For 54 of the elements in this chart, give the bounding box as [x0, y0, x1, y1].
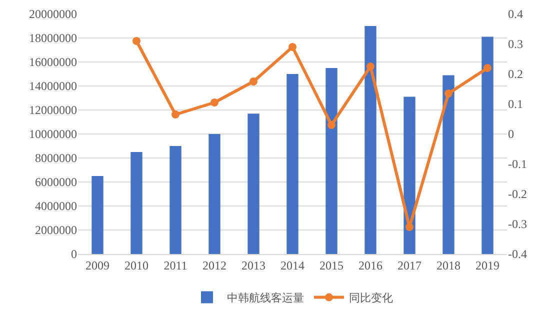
y2-tick-label: 0.1: [508, 97, 523, 112]
x-tick-label: 2018: [436, 258, 460, 272]
bar: [208, 134, 220, 254]
point: [288, 43, 296, 51]
y2-tick-label: -0.3: [508, 217, 527, 232]
bar: [404, 96, 416, 254]
y2-tick-label: 0: [508, 127, 514, 142]
bar: [364, 26, 376, 254]
y2-tick-label: 0.4: [508, 7, 523, 22]
point: [132, 37, 140, 45]
bar: [442, 75, 454, 254]
y-tick-label: 10000000: [29, 127, 77, 142]
y2-tick-label: 0.3: [508, 37, 523, 52]
x-tick-label: 2019: [476, 258, 500, 272]
bar: [130, 152, 142, 254]
y-tick-label: 8000000: [35, 151, 77, 166]
x-tick-label: 2017: [398, 258, 422, 272]
y2-tick-label: 0.2: [508, 67, 523, 82]
legend-label: 中韩航线客运量: [227, 292, 304, 305]
x-tick-label: 2016: [358, 258, 382, 272]
point: [366, 62, 374, 70]
x-tick-label: 2009: [86, 258, 110, 272]
bar: [286, 74, 298, 254]
point: [484, 64, 492, 72]
point: [444, 90, 452, 98]
bar: [170, 146, 182, 254]
y2-tick-label: -0.1: [508, 157, 527, 172]
x-tick-label: 2013: [242, 258, 266, 272]
bar: [92, 176, 104, 254]
y-tick-label: 16000000: [29, 55, 77, 70]
x-tick-label: 2015: [320, 258, 344, 272]
y-tick-label: 12000000: [29, 103, 77, 118]
point: [172, 110, 180, 118]
x-tick-label: 2010: [124, 258, 148, 272]
y-tick-label: 20000000: [29, 7, 77, 22]
point: [250, 78, 258, 86]
y2-tick-label: -0.2: [508, 187, 527, 202]
y-tick-label: 14000000: [29, 79, 77, 94]
y-tick-label: 0: [71, 247, 77, 262]
y-tick-label: 2000000: [35, 223, 77, 238]
y-tick-label: 18000000: [29, 31, 77, 46]
x-tick-label: 2012: [202, 258, 226, 272]
point: [210, 98, 218, 106]
x-tick-label: 2011: [164, 258, 188, 272]
y2-tick-label: -0.4: [508, 247, 527, 262]
y-tick-label: 4000000: [35, 199, 77, 214]
y-tick-label: 6000000: [35, 175, 77, 190]
bar: [326, 68, 338, 254]
bar: [248, 114, 260, 254]
point: [328, 121, 336, 129]
legend-label: 同比变化: [349, 292, 393, 305]
bar: [482, 36, 494, 254]
x-tick-label: 2014: [280, 258, 304, 272]
point: [406, 223, 414, 231]
